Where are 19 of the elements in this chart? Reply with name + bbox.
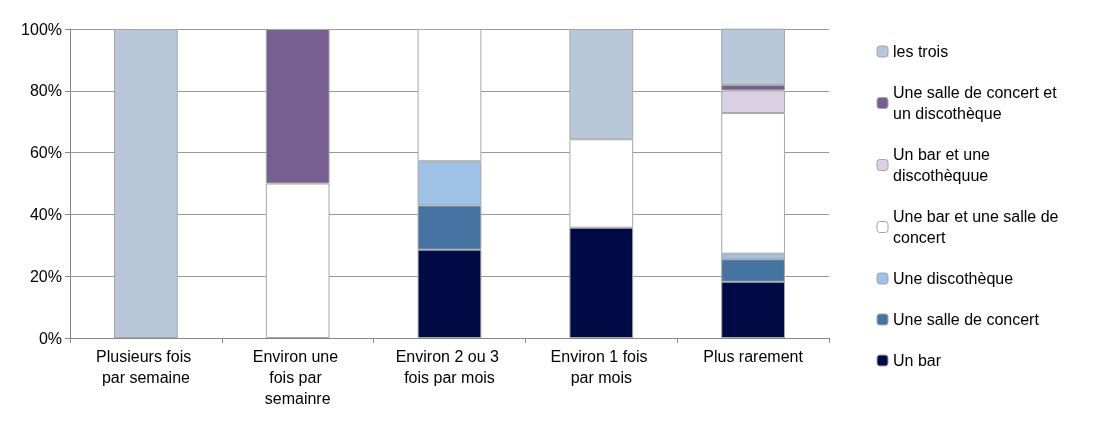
legend-label: Une salle de concert — [893, 311, 1040, 328]
y-tick-label: 100% — [21, 20, 62, 38]
x-tick-label: Plusieurs fois par semaine — [96, 348, 196, 386]
x-tick-label: Environ 2 ou 3 fois par mois — [395, 348, 504, 386]
x-tick-label: Plus rarement — [703, 348, 804, 365]
bar — [114, 29, 178, 338]
y-tick-label: 0% — [38, 329, 62, 347]
legend-label: Une bar et une salle de concert — [893, 208, 1063, 246]
x-tick-label: Environ 1 fois par mois — [550, 348, 652, 386]
y-tick-label: 20% — [29, 267, 62, 285]
legend-label: les trois — [893, 43, 949, 60]
y-tick-label: 40% — [29, 205, 62, 223]
legend-label: Une discothèque — [893, 270, 1014, 287]
legend-label: Un bar — [893, 352, 942, 369]
y-tick-label: 80% — [29, 82, 62, 100]
y-tick-label: 60% — [29, 144, 62, 162]
legend-label: Un bar et une discothèquue — [893, 146, 995, 184]
legend-label: Une salle de concert et un discothèque — [893, 84, 1062, 122]
x-tick-label: Environ une fois par semainre — [252, 348, 343, 407]
